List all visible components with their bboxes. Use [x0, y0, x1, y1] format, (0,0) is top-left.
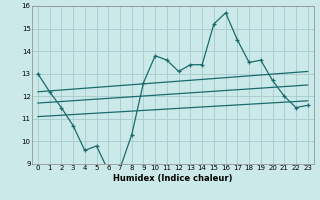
X-axis label: Humidex (Indice chaleur): Humidex (Indice chaleur) — [113, 174, 233, 183]
